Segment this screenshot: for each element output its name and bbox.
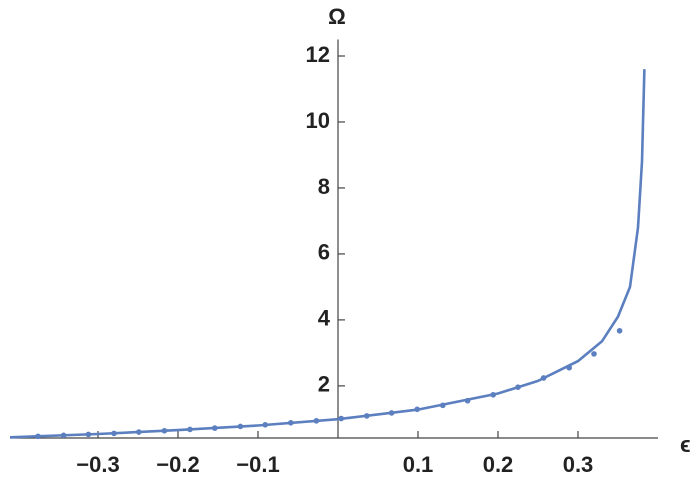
data-point [212, 425, 218, 431]
data-point [262, 422, 269, 428]
data-point [161, 427, 168, 434]
data-point [591, 351, 597, 357]
data-point [388, 410, 395, 416]
data-point [288, 420, 294, 426]
x-tick-label: 0.1 [403, 452, 434, 477]
x-tick-label: −0.3 [76, 452, 119, 477]
data-point [414, 406, 421, 413]
data-point [338, 415, 345, 422]
x-tick-label: 0.2 [483, 452, 514, 477]
data-point [111, 430, 117, 437]
y-tick-label: 8 [318, 174, 330, 199]
data-point [616, 327, 623, 334]
data-point [540, 375, 547, 381]
data-point [515, 384, 521, 390]
curve [9, 69, 646, 439]
data-point [60, 432, 67, 439]
x-tick-label: −0.2 [156, 452, 199, 477]
y-tick-label: 12 [306, 42, 330, 67]
data-point [85, 431, 92, 438]
data-point [490, 391, 497, 398]
x-axis-label: ϵ [680, 432, 691, 457]
data-point [313, 418, 320, 424]
data-point [35, 433, 41, 440]
data-point [364, 413, 370, 419]
data-point [187, 426, 193, 433]
y-axis-label: Ω [328, 4, 346, 29]
y-tick-label: 2 [318, 372, 330, 397]
x-tick-label: −0.1 [236, 452, 279, 477]
data-point [237, 423, 244, 430]
data-point [566, 364, 572, 371]
y-tick-label: 4 [318, 306, 331, 331]
data-point [440, 402, 446, 409]
y-tick-label: 6 [318, 240, 330, 265]
data-point [464, 397, 471, 404]
x-tick-label: 0.3 [563, 452, 594, 477]
y-tick-label: 10 [306, 108, 330, 133]
data-point [136, 429, 142, 435]
